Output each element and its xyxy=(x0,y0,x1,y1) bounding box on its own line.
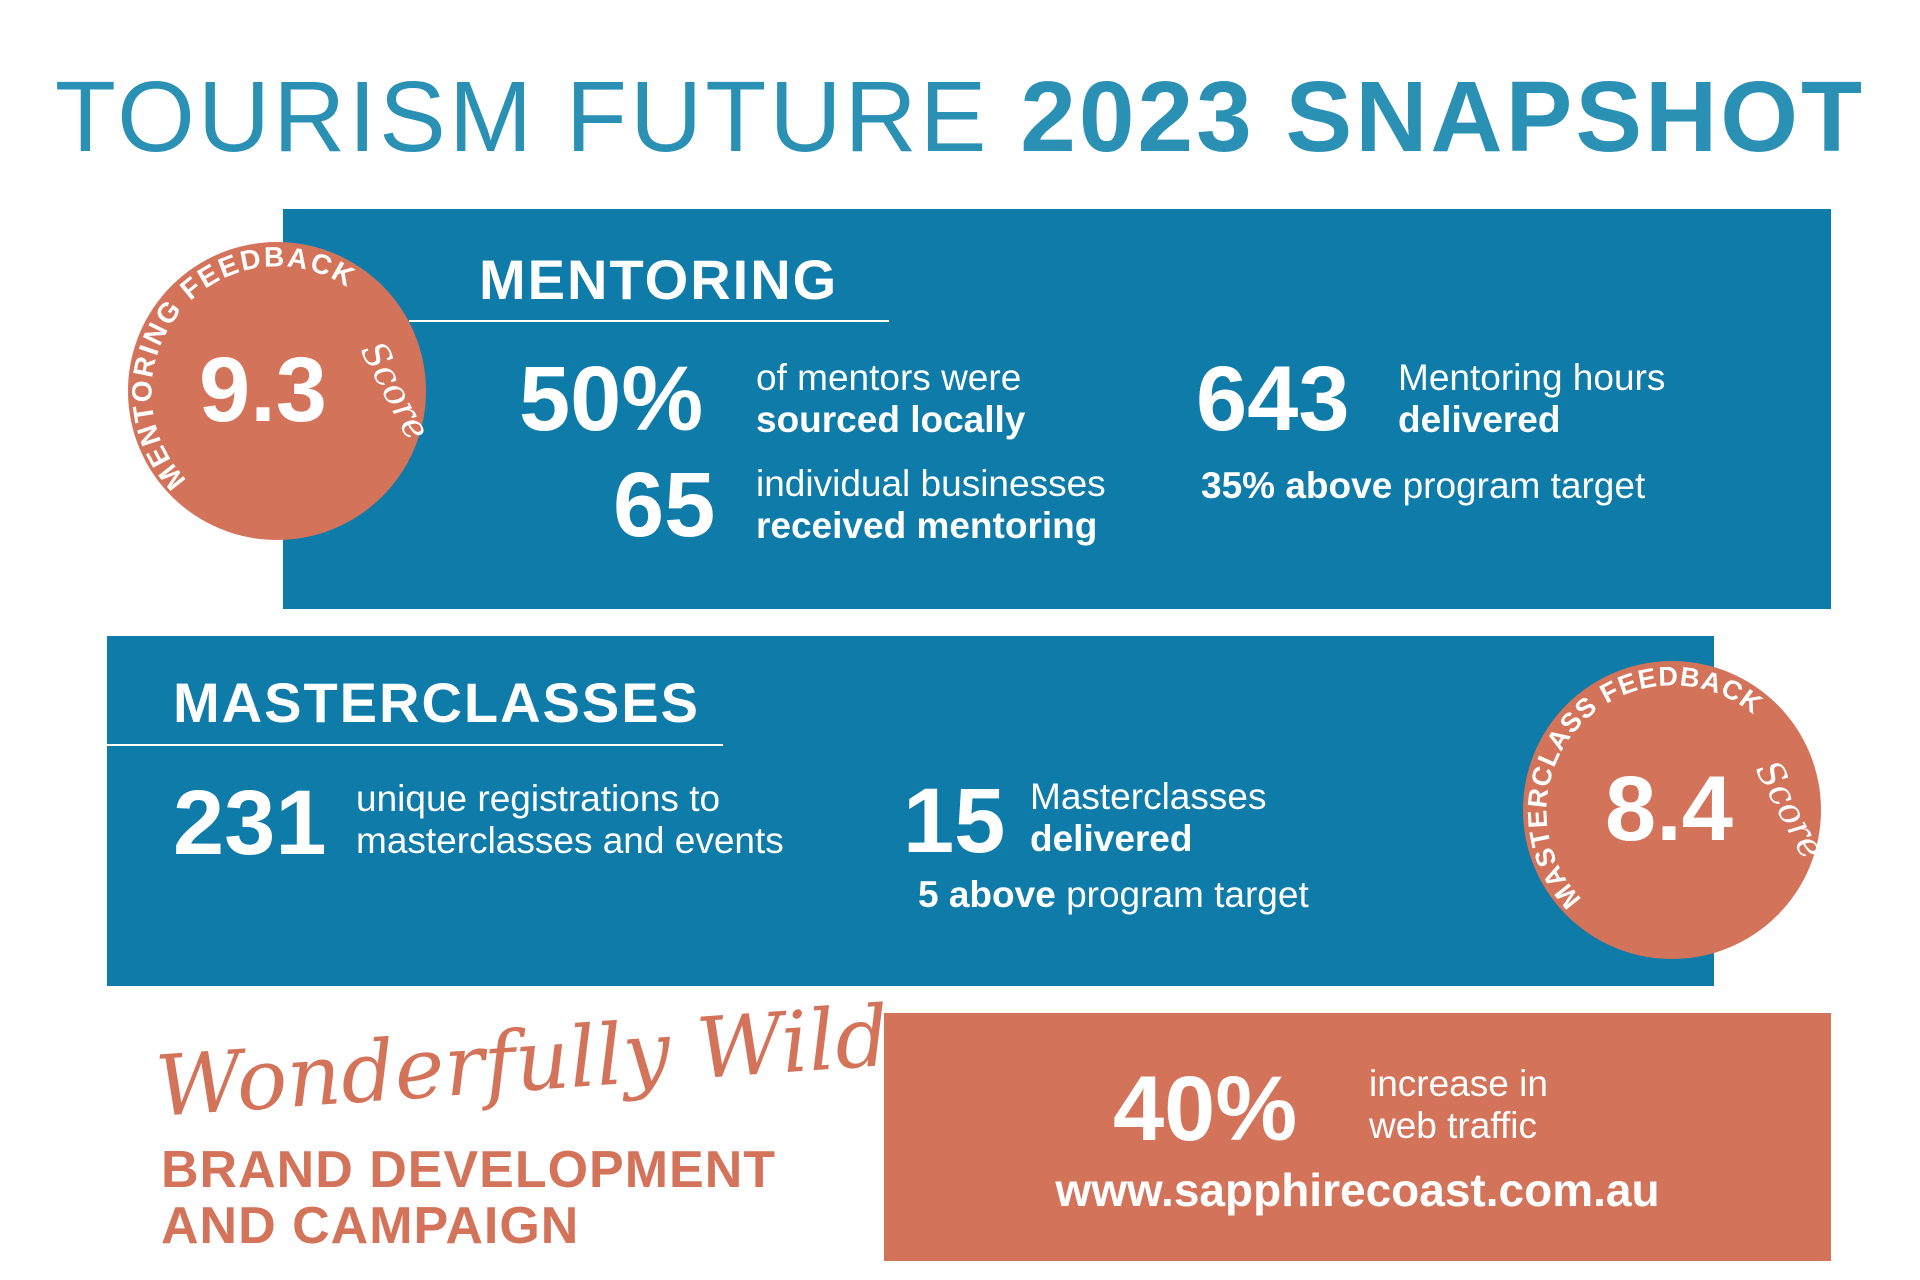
mentoring-panel: MENTORING 50% of mentors were sourced lo… xyxy=(283,209,1831,609)
stat-desc-web-traffic: increase in web traffic xyxy=(1369,1063,1548,1147)
stat-desc-line1: unique registrations to xyxy=(356,778,721,819)
note-bold: 5 above xyxy=(918,874,1056,915)
brand-heading: BRAND DEVELOPMENT AND CAMPAIGN xyxy=(161,1142,776,1254)
brand-script-title: Wonderfully Wild xyxy=(152,986,893,1136)
stat-value-hours: 643 xyxy=(1196,348,1350,450)
masterclass-feedback-badge: MASTERCLASS FEEDBACK Score 8.4 xyxy=(1523,661,1821,959)
stat-value-web-traffic: 40% xyxy=(1113,1058,1298,1160)
mentoring-heading: MENTORING xyxy=(479,248,839,311)
masterclasses-heading: MASTERCLASSES xyxy=(173,671,700,734)
stat-desc-line2: delivered xyxy=(1030,818,1193,859)
stat-desc-line2: masterclasses and events xyxy=(356,820,784,861)
stat-desc-hours: Mentoring hours delivered xyxy=(1398,357,1665,441)
note-text: program target xyxy=(1066,874,1309,915)
stat-desc-line1: of mentors were xyxy=(756,357,1022,398)
stat-desc-masterclasses: Masterclasses delivered xyxy=(1030,776,1266,860)
masterclasses-panel: MASTERCLASSES 231 unique registrations t… xyxy=(107,636,1714,986)
stat-value-masterclasses: 15 xyxy=(903,770,1006,872)
stat-desc-line2: web traffic xyxy=(1369,1105,1537,1146)
stat-note-masterclasses: 5 above program target xyxy=(918,874,1309,916)
stat-value-businesses: 65 xyxy=(613,454,716,556)
brand-heading-line1: BRAND DEVELOPMENT xyxy=(161,1141,777,1199)
title-bold: 2023 SNAPSHOT xyxy=(1020,61,1866,173)
website-url[interactable]: www.sapphirecoast.com.au xyxy=(1055,1164,1660,1216)
stat-desc-line1: increase in xyxy=(1369,1063,1548,1104)
masterclass-badge-ring: MASTERCLASS FEEDBACK Score xyxy=(1523,661,1821,914)
stat-desc-line1: individual businesses xyxy=(756,463,1106,504)
stat-value-mentors-local: 50% xyxy=(519,348,704,450)
mentoring-badge-script: Score xyxy=(352,335,426,447)
masterclass-feedback-score: 8.4 xyxy=(1605,758,1733,860)
stat-desc-line2: sourced locally xyxy=(756,399,1026,440)
stat-note-hours: 35% above program target xyxy=(1201,465,1645,507)
title-light: TOURISM FUTURE xyxy=(54,61,990,173)
stat-desc-businesses: individual businesses received mentoring xyxy=(756,463,1106,547)
stat-desc-line1: Masterclasses xyxy=(1030,776,1267,817)
mentoring-badge-ring: MENTORING FEEDBACK Score xyxy=(128,242,426,496)
note-bold: 35% above xyxy=(1201,465,1393,506)
stat-desc-registrations: unique registrations to masterclasses an… xyxy=(356,778,784,862)
stat-desc-mentors-local: of mentors were sourced locally xyxy=(756,357,1025,441)
stat-desc-line1: Mentoring hours xyxy=(1398,357,1666,398)
web-traffic-panel: 40% increase in web traffic www.sapphire… xyxy=(884,1013,1831,1261)
mentoring-heading-rule xyxy=(409,320,889,322)
stat-desc-line2: received mentoring xyxy=(756,505,1098,546)
stat-desc-line2: delivered xyxy=(1398,399,1561,440)
note-text: program target xyxy=(1402,465,1646,506)
stat-value-registrations: 231 xyxy=(173,772,327,874)
page-title: TOURISM FUTURE 2023 SNAPSHOT xyxy=(0,60,1920,175)
masterclasses-heading-rule xyxy=(107,744,723,746)
mentoring-feedback-badge: MENTORING FEEDBACK Score 9.3 xyxy=(128,242,426,540)
brand-heading-line2: AND CAMPAIGN xyxy=(161,1197,580,1255)
mentoring-feedback-score: 9.3 xyxy=(199,339,327,441)
